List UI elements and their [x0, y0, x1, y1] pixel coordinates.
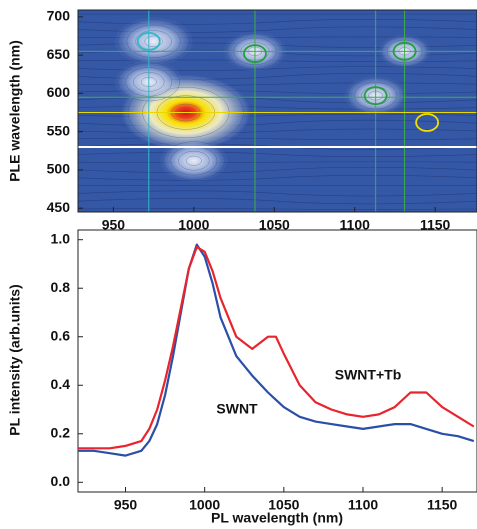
x-tick-label: 1050: [259, 217, 290, 233]
y-tick-label: 450: [47, 199, 71, 215]
x-tick-label: 950: [102, 217, 126, 233]
plot-frame: [77, 229, 477, 493]
y-tick-label: 0.2: [51, 424, 71, 440]
y-tick-label: 0.0: [51, 473, 71, 489]
y-tick-label: 700: [47, 8, 71, 24]
x-tick-label: 1100: [348, 497, 379, 513]
y-axis-title: PL intensity (arb.units): [7, 284, 23, 435]
y-tick-label: 650: [47, 46, 71, 62]
contour-ring: [135, 30, 172, 53]
peak-marker: [363, 86, 388, 106]
x-axis-title: PL wavelength (nm): [211, 510, 343, 526]
x-tick-label: 1000: [189, 497, 220, 513]
contour-ring: [126, 24, 181, 58]
y-tick-label: 0.6: [51, 327, 71, 343]
y-tick-label: 500: [47, 161, 71, 177]
x-tick-label: 950: [114, 497, 138, 513]
series-label: SWNT+Tb: [335, 367, 402, 383]
contour-ring: [144, 35, 163, 48]
intensity-peak: [113, 16, 194, 66]
x-tick-label: 1100: [340, 217, 371, 233]
peak-marker: [136, 31, 161, 51]
data-line: [78, 243, 475, 457]
x-tick-label: 1050: [268, 497, 299, 513]
peak-marker: [392, 41, 417, 61]
x-tick-label: 1150: [427, 497, 458, 513]
y-tick-label: 550: [47, 122, 71, 138]
peak-marker: [243, 44, 267, 64]
peak-marker: [415, 113, 440, 132]
y-axis-title: PLE wavelength (nm): [7, 40, 23, 182]
x-tick-label: 1000: [178, 217, 209, 233]
intensity-peak: [159, 139, 229, 183]
contour-ring: [162, 141, 225, 181]
y-tick-label: 0.8: [51, 279, 71, 295]
series-label: SWNT: [216, 401, 258, 417]
y-tick-label: 1.0: [51, 230, 71, 246]
contour-plot: [78, 10, 477, 212]
y-tick-label: 600: [47, 84, 71, 100]
contour-ring: [178, 150, 210, 171]
plot-frame: [77, 9, 477, 213]
contour-ring: [185, 155, 202, 166]
x-tick-label: 1150: [420, 217, 451, 233]
y-tick-label: 0.4: [51, 376, 71, 392]
data-line: [78, 245, 475, 450]
